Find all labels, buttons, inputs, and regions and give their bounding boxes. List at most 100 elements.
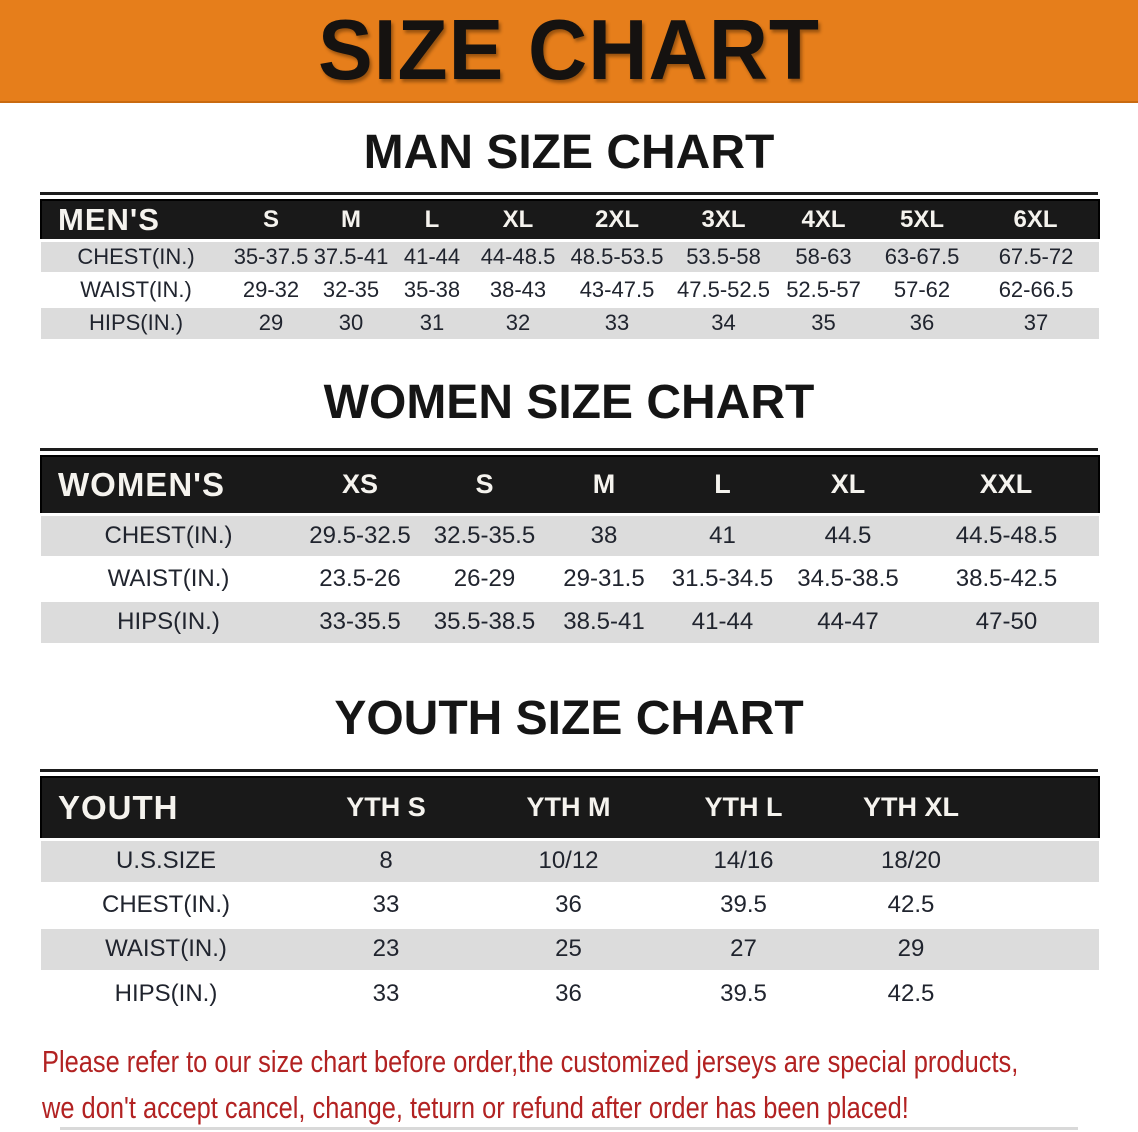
- measurement-row: HIPS(IN.) 29 30 31 32 33 34 35 36 37: [41, 306, 1099, 339]
- size-column-header: YTH M: [481, 776, 656, 840]
- size-value-cell: 36: [555, 979, 582, 1007]
- size-value-cell: 26-29: [453, 564, 516, 592]
- table-header-label: WOMEN'S: [40, 455, 296, 515]
- size-value-cell: 42.5: [887, 979, 935, 1007]
- size-column-header: YTH S: [291, 776, 481, 840]
- size-value-cell: 52.5-57: [786, 276, 861, 302]
- size-value-cell: 29.5-32.5: [309, 521, 411, 549]
- size-value-cell: 41-44: [403, 243, 461, 269]
- filler-cell: [991, 971, 1099, 1015]
- size-value-cell: 47.5-52.5: [677, 276, 770, 302]
- table-top-rule: [40, 192, 1098, 195]
- size-value-cell: 35-37.5: [233, 243, 309, 269]
- size-value-cell: 44.5: [824, 521, 872, 549]
- measurement-row-label: WAIST(IN.): [107, 564, 230, 592]
- men-size-table: MEN'S S M L XL 2XL 3XL 4XL 5XL 6XL CHEST(IN.) 35-3…: [40, 192, 1100, 339]
- size-value-cell: 41-44: [691, 608, 754, 636]
- size-value-cell: 27: [730, 935, 757, 962]
- women-size-chart-heading: WOMEN SIZE CHART: [323, 376, 815, 429]
- size-value-cell: 53.5-58: [686, 243, 761, 269]
- size-value-cell: 44-47: [817, 608, 879, 636]
- size-value-cell: 18/20: [880, 847, 942, 874]
- size-value-cell: 35.5-38.5: [433, 608, 536, 636]
- size-column-header: XXL: [914, 455, 1100, 515]
- table-top-rule: [40, 448, 1098, 451]
- size-value-cell: 35: [811, 310, 836, 336]
- women-size-table: WOMEN'S XS S M L XL XXL CHEST(IN.) 29.5-32.5 32.…: [40, 448, 1100, 643]
- size-value-cell: 39.5: [720, 891, 767, 918]
- size-value-cell: 10/12: [538, 847, 599, 874]
- table-header-label: MEN'S: [40, 199, 231, 241]
- size-column-header: S: [424, 455, 545, 515]
- size-value-cell: 48.5-53.5: [570, 243, 664, 269]
- size-column-header: XL: [782, 455, 914, 515]
- size-value-cell: 33: [372, 979, 400, 1007]
- measurement-row: HIPS(IN.) 33 36 39.5 42.5: [41, 971, 1099, 1015]
- size-value-cell: 67.5-72: [998, 243, 1074, 269]
- size-value-cell: 57-62: [893, 276, 951, 302]
- measurement-row: WAIST(IN.) 23 25 27 29: [41, 927, 1099, 971]
- size-value-cell: 58-63: [795, 243, 852, 269]
- filler-cell: [991, 776, 1100, 840]
- measurement-row-label: HIPS(IN.): [88, 310, 184, 336]
- size-value-cell: 38: [590, 521, 618, 549]
- size-value-cell: 37.5-41: [313, 243, 389, 269]
- size-value-cell: 29: [258, 310, 284, 336]
- size-value-cell: 30: [338, 310, 364, 336]
- measurement-row-label: HIPS(IN.): [117, 608, 220, 636]
- measurement-row: WAIST(IN.) 23.5-26 26-29 29-31.5 31.5-34.5 34…: [41, 557, 1099, 600]
- size-column-header: L: [391, 199, 473, 241]
- size-chart-title: SIZE CHART: [318, 2, 820, 98]
- filler-cell: [991, 839, 1099, 883]
- size-column-header: 4XL: [776, 199, 871, 241]
- size-column-header: S: [231, 199, 311, 241]
- measurement-row-label: CHEST(IN.): [77, 243, 195, 269]
- size-value-cell: 29-31.5: [563, 564, 645, 592]
- size-value-cell: 29-32: [242, 276, 300, 302]
- man-size-chart-heading: MAN SIZE CHART: [363, 126, 775, 179]
- measurement-row: CHEST(IN.) 35-37.5 37.5-41 41-44 44-48.5 48.5…: [41, 240, 1099, 273]
- measurement-row: HIPS(IN.) 33-35.5 35.5-38.5 38.5-41 41-44 44-…: [41, 600, 1099, 643]
- size-value-cell: 31.5-34.5: [671, 564, 774, 592]
- size-value-cell: 33: [604, 310, 630, 336]
- size-value-cell: 14/16: [713, 847, 774, 874]
- size-column-header: M: [311, 199, 391, 241]
- size-value-cell: 43-47.5: [579, 276, 655, 302]
- women-size-table-grid: WOMEN'S XS S M L XL XXL CHEST(IN.) 29.5-32.5 32.…: [40, 455, 1100, 643]
- size-value-cell: 62-66.5: [998, 276, 1074, 302]
- size-value-cell: 36: [909, 310, 935, 336]
- size-column-header: 2XL: [563, 199, 671, 241]
- measurement-row: U.S.SIZE 8 10/12 14/16 18/20: [41, 839, 1099, 883]
- size-value-cell: 31: [419, 310, 445, 336]
- size-value-cell: 32.5-35.5: [433, 521, 536, 549]
- filler-cell: [991, 883, 1099, 927]
- measurement-row-label: CHEST(IN.): [104, 521, 233, 549]
- men-size-table-grid: MEN'S S M L XL 2XL 3XL 4XL 5XL 6XL CHEST(IN.) 35-3…: [40, 199, 1100, 339]
- size-value-cell: 63-67.5: [884, 243, 960, 269]
- size-value-cell: 32: [505, 310, 531, 336]
- measurement-row-label: CHEST(IN.): [102, 891, 230, 918]
- youth-size-table: YOUTH YTH S YTH M YTH L YTH XL U.S.SIZE 8 10/1…: [40, 769, 1100, 1015]
- size-column-header: M: [545, 455, 663, 515]
- measurement-row-label: U.S.SIZE: [115, 847, 217, 874]
- table-header-label: YOUTH: [40, 776, 291, 840]
- size-column-header: XL: [473, 199, 563, 241]
- size-value-cell: 23.5-26: [319, 564, 401, 592]
- table-top-rule: [40, 769, 1098, 772]
- disclaimer: Please refer to our size chart before or…: [0, 1039, 1138, 1131]
- size-value-cell: 34: [711, 310, 736, 336]
- size-value-cell: 44.5-48.5: [955, 521, 1058, 549]
- measurement-row-label: WAIST(IN.): [80, 276, 192, 302]
- size-value-cell: 38.5-41: [563, 608, 645, 636]
- size-value-cell: 38.5-42.5: [955, 564, 1058, 592]
- bottom-edge-rule: [60, 1127, 1078, 1130]
- size-value-cell: 36: [555, 891, 582, 918]
- filler-cell: [991, 927, 1099, 971]
- size-value-cell: 33-35.5: [319, 608, 401, 636]
- youth-header-band: YOUTH YTH S YTH M YTH L YTH XL: [40, 776, 1100, 840]
- size-value-cell: 41: [709, 521, 736, 549]
- size-value-cell: 29: [897, 935, 925, 962]
- size-column-header: YTH XL: [831, 776, 991, 840]
- size-column-header: XS: [296, 455, 424, 515]
- size-value-cell: 33: [372, 891, 400, 918]
